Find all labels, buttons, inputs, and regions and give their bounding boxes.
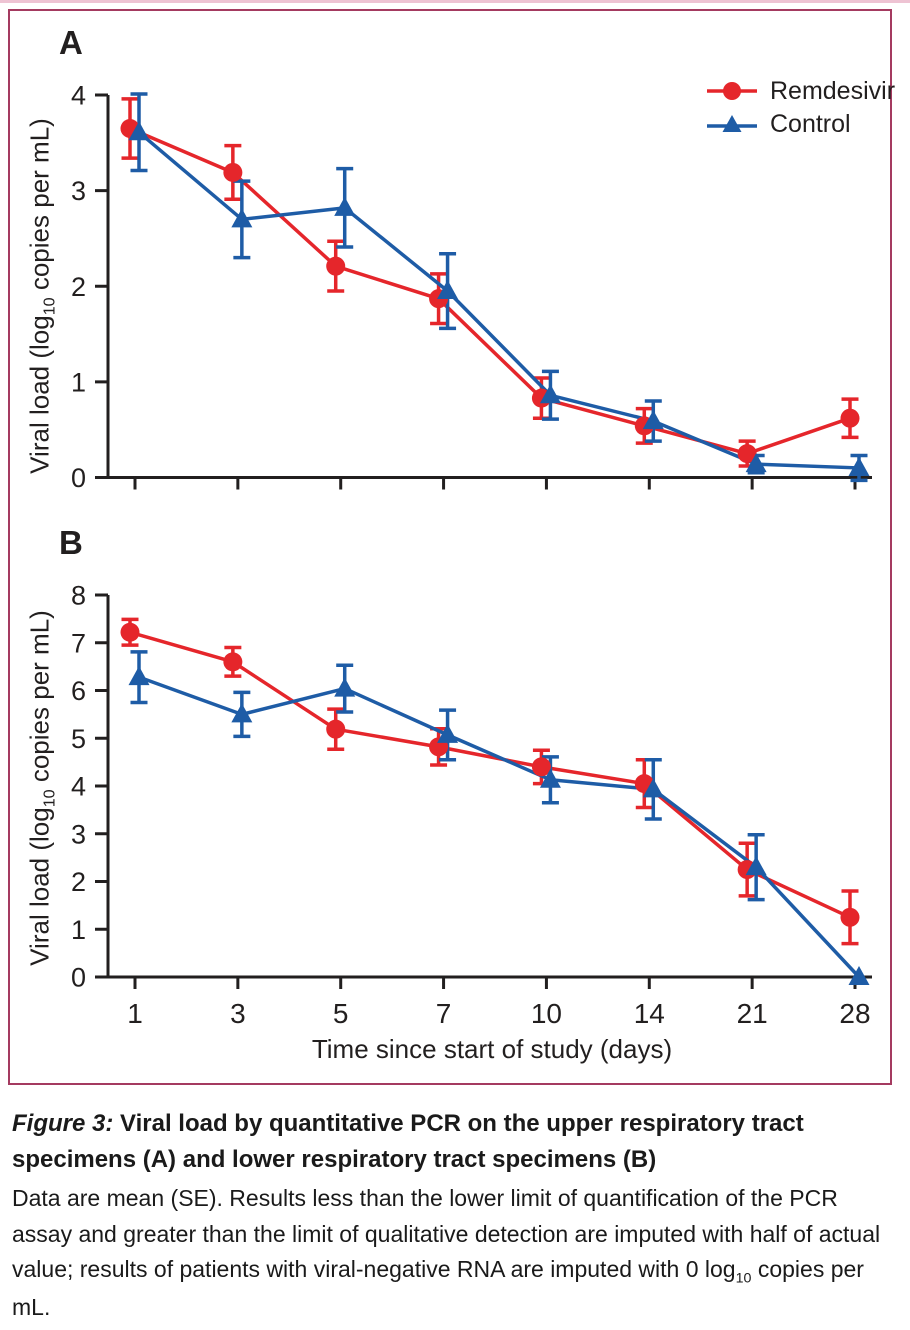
- series-line-control: [138, 675, 861, 979]
- data-point-triangle: [745, 856, 767, 876]
- data-point-triangle: [539, 384, 561, 404]
- caption-title: Viral load by quantitative PCR on the up…: [12, 1110, 804, 1173]
- data-point-triangle: [848, 966, 870, 985]
- caption-body-text: Data are mean (SE). Results less than th…: [12, 1185, 881, 1283]
- y-axis-title-panel-b: Viral load (log10 copies per mL): [24, 610, 59, 966]
- y-tick-label: 3: [71, 176, 86, 206]
- data-point-triangle: [642, 410, 664, 430]
- legend-label-control: Control: [770, 109, 851, 138]
- data-point-circle: [326, 719, 346, 739]
- y-axis-title-text: Viral load (log: [24, 807, 55, 966]
- y-tick-label: 1: [71, 915, 86, 945]
- data-point-triangle: [848, 456, 870, 476]
- x-tick-label: 1: [127, 998, 143, 1029]
- y-tick-label: 0: [71, 463, 86, 493]
- y-tick-label: 6: [71, 676, 86, 706]
- data-point-triangle: [334, 677, 356, 697]
- y-axis-title-units: copies per mL): [24, 118, 55, 298]
- y-tick-label: 2: [71, 272, 86, 302]
- x-tick-label: 5: [333, 998, 349, 1029]
- y-tick-label: 1: [71, 367, 86, 397]
- data-point-circle: [840, 907, 860, 927]
- chart-legend: Remdesivir Control: [706, 76, 895, 142]
- legend-row-remdesivir: Remdesivir: [706, 76, 895, 106]
- data-point-triangle: [334, 196, 356, 216]
- x-tick-label: 28: [839, 998, 870, 1029]
- remdesivir-series-icon: [707, 82, 757, 100]
- y-tick-label: 0: [71, 963, 86, 993]
- data-point-circle: [120, 622, 140, 642]
- x-tick-label: 3: [230, 998, 246, 1029]
- data-point-circle: [531, 757, 551, 777]
- caption-body: Data are mean (SE). Results less than th…: [12, 1181, 898, 1326]
- x-tick-label: 7: [436, 998, 452, 1029]
- series-line-remdesivir: [129, 126, 851, 456]
- y-axis-title-text: Viral load (log: [24, 315, 55, 474]
- caption-body-tail: copies per mL.: [12, 1256, 864, 1320]
- y-tick-label: 2: [71, 867, 86, 897]
- panel-b-label: B: [59, 524, 83, 561]
- data-point-triangle: [745, 453, 767, 473]
- data-point-triangle: [128, 666, 150, 686]
- data-point-circle: [840, 408, 860, 428]
- y-tick-label: 8: [71, 581, 86, 611]
- y-axis-title-subscript: 10: [40, 297, 59, 316]
- caption-subscript: 10: [735, 1270, 752, 1287]
- data-point-triangle: [642, 778, 664, 798]
- y-axis-title-subscript: 10: [40, 789, 59, 808]
- caption-heading: Figure 3: Viral load by quantitative PCR…: [12, 1106, 898, 1178]
- data-point-triangle: [539, 768, 561, 788]
- figure-caption: Figure 3: Viral load by quantitative PCR…: [12, 1106, 898, 1326]
- x-axis-title: Time since start of study (days): [311, 1034, 673, 1064]
- top-pink-divider: [0, 0, 910, 3]
- y-tick-label: 4: [71, 81, 86, 111]
- legend-label-remdesivir: Remdesivir: [770, 76, 896, 105]
- data-point-circle: [223, 652, 243, 672]
- y-tick-label: 7: [71, 628, 86, 658]
- panel-a-label: A: [59, 24, 83, 61]
- data-point-circle: [326, 256, 346, 276]
- y-tick-label: 5: [71, 724, 86, 754]
- caption-figure-number: Figure 3:: [12, 1110, 114, 1137]
- x-tick-label: 21: [737, 998, 768, 1029]
- y-axis-title-panel-a: Viral load (log10 copies per mL): [24, 118, 59, 474]
- legend-row-control: Control: [706, 109, 895, 139]
- y-tick-label: 4: [71, 772, 86, 802]
- control-series-icon: [707, 115, 757, 132]
- y-tick-label: 3: [71, 819, 86, 849]
- data-point-triangle: [128, 121, 150, 141]
- data-point-triangle: [231, 208, 253, 228]
- data-point-circle: [737, 444, 757, 464]
- data-point-triangle: [437, 723, 459, 743]
- data-point-triangle: [437, 280, 459, 300]
- data-point-circle: [223, 162, 243, 182]
- data-point-triangle: [231, 703, 253, 723]
- figure-border-box: [8, 9, 892, 1085]
- x-tick-label: 10: [531, 998, 562, 1029]
- series-line-remdesivir: [129, 630, 851, 919]
- chart-svg: 0 1 2 3 4 0 1 2 3 4 5 6 7 8 1 3 5 7 10 14 21 28: [71, 81, 872, 1029]
- y-axis-title-units: copies per mL): [24, 610, 55, 790]
- x-tick-label: 14: [634, 998, 665, 1029]
